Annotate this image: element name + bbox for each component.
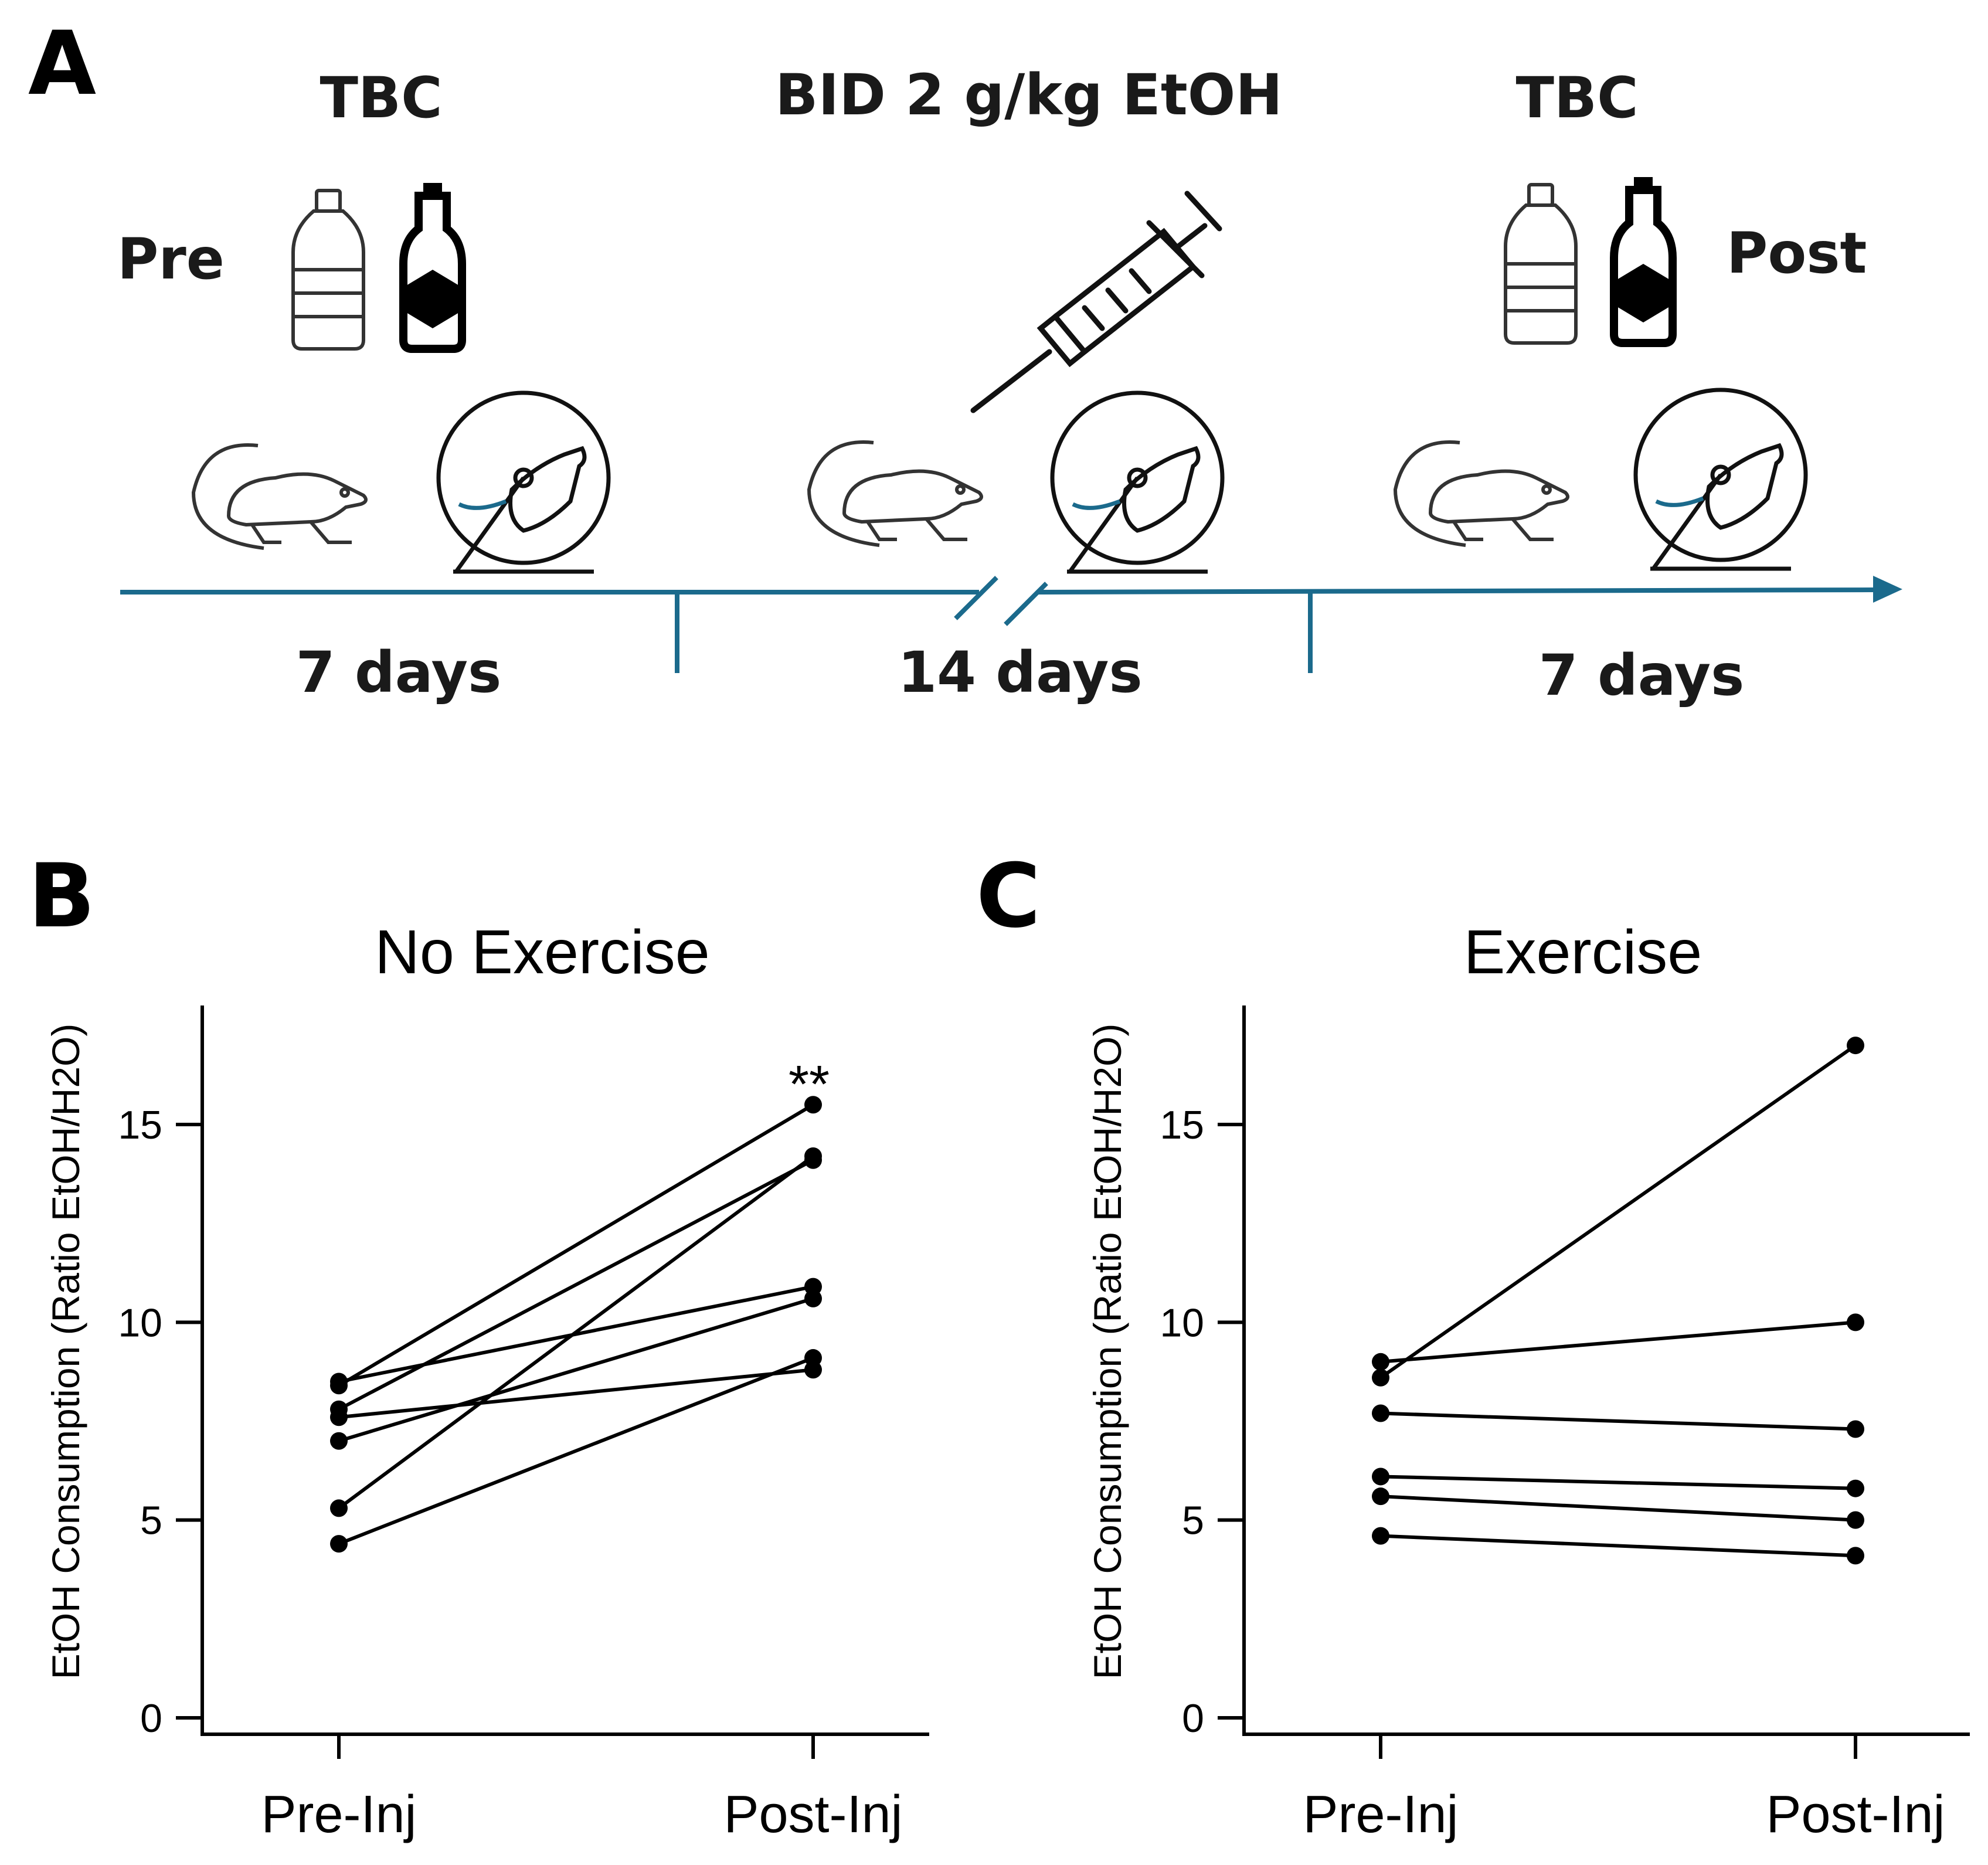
series-line xyxy=(1379,1044,1857,1380)
panel-label-c: C xyxy=(976,845,1041,947)
alcohol-bottle-icon xyxy=(1610,177,1677,347)
y-tick-label: 10 xyxy=(1160,1300,1204,1345)
data-point xyxy=(1847,1479,1864,1497)
axes xyxy=(201,1005,929,1759)
series-line xyxy=(338,1159,814,1411)
data-point xyxy=(1847,1420,1864,1438)
x-tick-label: Pre-Inj xyxy=(1303,1785,1458,1844)
data-point xyxy=(1847,1511,1864,1529)
data-point xyxy=(804,1289,822,1307)
data-point xyxy=(1847,1313,1864,1331)
series-line xyxy=(338,1356,814,1545)
data-point xyxy=(1372,1527,1389,1545)
syringe-icon xyxy=(970,191,1222,413)
y-tick-label: 0 xyxy=(140,1696,162,1741)
y-tick-label: 15 xyxy=(118,1103,162,1147)
pre-label: Pre xyxy=(117,226,225,292)
series-line xyxy=(338,1154,814,1510)
data-point xyxy=(804,1096,822,1114)
series-line xyxy=(338,1285,814,1384)
series-line xyxy=(1380,1494,1856,1522)
data-point xyxy=(804,1147,822,1165)
data-point xyxy=(1372,1368,1389,1387)
timeline-arrowhead xyxy=(1873,576,1902,603)
axes xyxy=(1242,1005,1970,1759)
data-point xyxy=(1372,1404,1389,1422)
running-wheel-icon xyxy=(436,390,611,574)
post-label: Post xyxy=(1727,220,1867,286)
rat-icon xyxy=(807,440,983,547)
series-line xyxy=(338,1103,814,1387)
data-point xyxy=(330,1408,348,1426)
running-wheel-icon xyxy=(1633,388,1808,571)
data-point xyxy=(1847,1037,1864,1055)
data-point xyxy=(330,1432,348,1450)
y-tick-label: 10 xyxy=(118,1300,162,1345)
data-point xyxy=(1372,1353,1389,1371)
x-tick-label: Pre-Inj xyxy=(261,1785,416,1844)
phase3-duration: 7 days xyxy=(1539,643,1744,708)
y-ticks: 0 5 10 15 xyxy=(118,1103,202,1741)
running-wheel-icon xyxy=(1050,390,1225,574)
panel-a: A TBC BID 2 g/kg EtOH TBC Pre Post xyxy=(28,13,1902,708)
y-axis-label: EtOH Consumption (Ratio EtOH/H2O) xyxy=(1086,1024,1129,1680)
alcohol-bottle-icon xyxy=(399,183,466,353)
panel-c-chart: C Exercise EtOH Consumption (Ratio EtOH/… xyxy=(976,845,1970,1844)
data-point xyxy=(330,1535,348,1553)
y-axis-label: EtOH Consumption (Ratio EtOH/H2O) xyxy=(44,1024,87,1680)
data-marks xyxy=(1372,1037,1864,1565)
series-line xyxy=(1380,1320,1856,1364)
x-tick-label: Post-Inj xyxy=(1766,1785,1945,1844)
chart-title: Exercise xyxy=(1464,918,1702,987)
data-point xyxy=(1372,1487,1389,1506)
y-tick-label: 5 xyxy=(1182,1499,1204,1543)
phase2-duration: 14 days xyxy=(898,640,1142,705)
phase1-top-label: TBC xyxy=(320,65,442,131)
y-tick-label: 15 xyxy=(1160,1103,1204,1147)
y-tick-label: 0 xyxy=(1182,1696,1204,1741)
phase1-duration: 7 days xyxy=(296,640,501,705)
series-line xyxy=(1380,1534,1856,1558)
y-tick-label: 5 xyxy=(140,1499,162,1543)
timeline-axis xyxy=(120,576,1877,673)
series-line xyxy=(1380,1411,1856,1431)
series-line xyxy=(338,1368,814,1419)
phase3-top-label: TBC xyxy=(1515,65,1638,131)
data-point xyxy=(330,1373,348,1391)
data-point xyxy=(804,1349,822,1367)
panel-label-b: B xyxy=(28,845,95,947)
series-line xyxy=(1380,1475,1856,1490)
data-point xyxy=(1372,1467,1389,1486)
water-bottle-icon xyxy=(1504,183,1578,345)
water-bottle-icon xyxy=(291,189,365,351)
data-point xyxy=(330,1499,348,1517)
data-point xyxy=(1847,1547,1864,1565)
rat-icon xyxy=(1393,440,1569,547)
chart-title: No Exercise xyxy=(375,918,709,987)
panel-label-a: A xyxy=(28,13,96,115)
y-ticks: 0 5 10 15 xyxy=(1160,1103,1244,1741)
panel-b-chart: B No Exercise EtOH Consumption (Ratio Et… xyxy=(28,845,929,1844)
phase2-top-label: BID 2 g/kg EtOH xyxy=(775,62,1282,128)
x-tick-label: Post-Inj xyxy=(723,1785,902,1844)
rat-icon xyxy=(191,443,368,550)
series-line xyxy=(338,1296,814,1443)
data-marks xyxy=(330,1096,822,1553)
